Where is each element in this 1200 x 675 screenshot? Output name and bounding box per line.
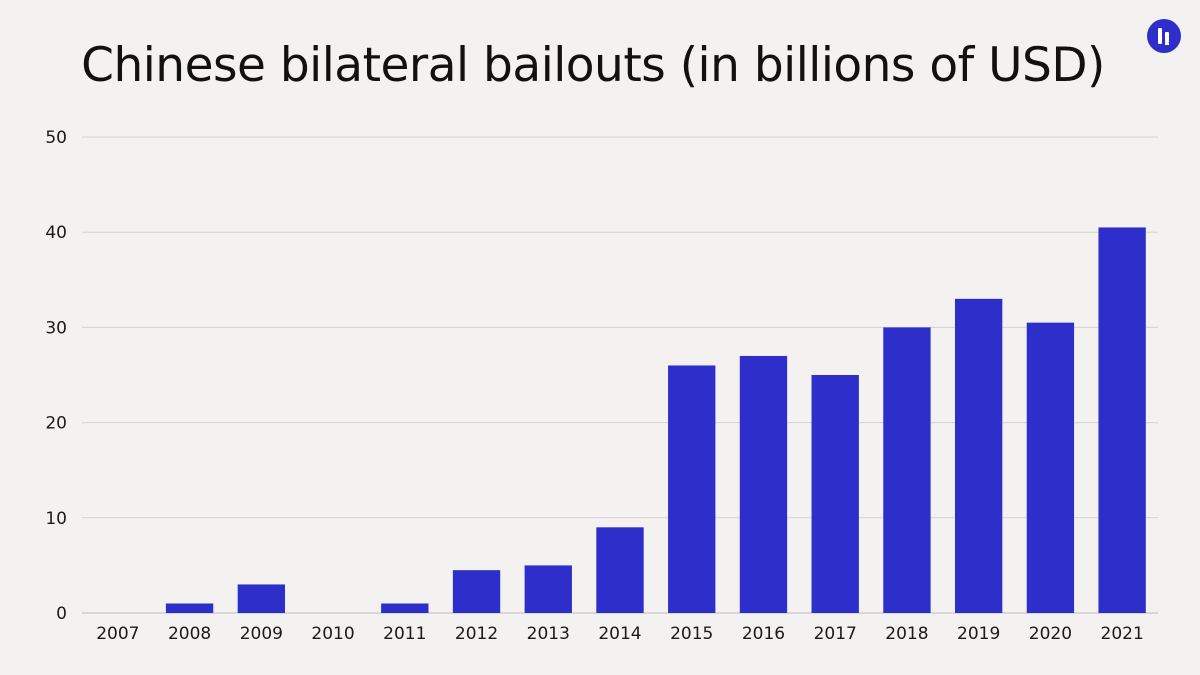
x-tick-label: 2009 <box>240 624 283 644</box>
x-tick-label: 2013 <box>527 624 570 644</box>
x-tick-label: 2016 <box>742 624 785 644</box>
bar-2014 <box>596 527 644 613</box>
bar-2018 <box>883 327 931 613</box>
bar-2012 <box>452 570 501 613</box>
x-tick-label: 2011 <box>383 624 426 644</box>
y-axis-tick-labels: 0 10 20 30 40 50 <box>45 128 67 624</box>
bars <box>165 227 1146 613</box>
x-tick-label: 2014 <box>598 624 641 644</box>
bar-2013 <box>524 565 572 613</box>
x-tick-label: 2007 <box>96 624 139 644</box>
bar-2017 <box>811 375 859 613</box>
y-tick-label: 30 <box>45 318 67 338</box>
y-tick-label: 40 <box>45 223 67 243</box>
bar-2011 <box>381 603 429 613</box>
bar-2021 <box>1098 227 1146 613</box>
x-tick-label: 2018 <box>885 624 928 644</box>
bar-2020 <box>1026 322 1075 613</box>
bar-2009 <box>237 584 286 613</box>
x-tick-label: 2021 <box>1101 624 1144 644</box>
x-tick-label: 2010 <box>311 624 354 644</box>
x-tick-label: 2015 <box>670 624 713 644</box>
y-tick-label: 20 <box>45 414 67 434</box>
x-axis-tick-labels: 2007 2008 2009 2010 2011 2012 2013 2014 2015 2016… <box>96 624 1144 644</box>
bar-2019 <box>954 298 1003 613</box>
y-tick-label: 0 <box>56 604 67 624</box>
x-tick-label: 2019 <box>957 624 1000 644</box>
brand-logo-icon <box>1147 19 1181 53</box>
y-tick-label: 10 <box>45 509 67 529</box>
bar-2008 <box>165 603 214 613</box>
chart-title: Chinese bilateral bailouts (in billions … <box>81 38 1105 93</box>
x-tick-label: 2008 <box>168 624 211 644</box>
bar-2015 <box>668 365 716 613</box>
x-tick-label: 2020 <box>1029 624 1072 644</box>
x-tick-label: 2017 <box>814 624 857 644</box>
y-tick-label: 50 <box>45 128 67 148</box>
x-tick-label: 2012 <box>455 624 498 644</box>
bar-2016 <box>739 355 788 613</box>
